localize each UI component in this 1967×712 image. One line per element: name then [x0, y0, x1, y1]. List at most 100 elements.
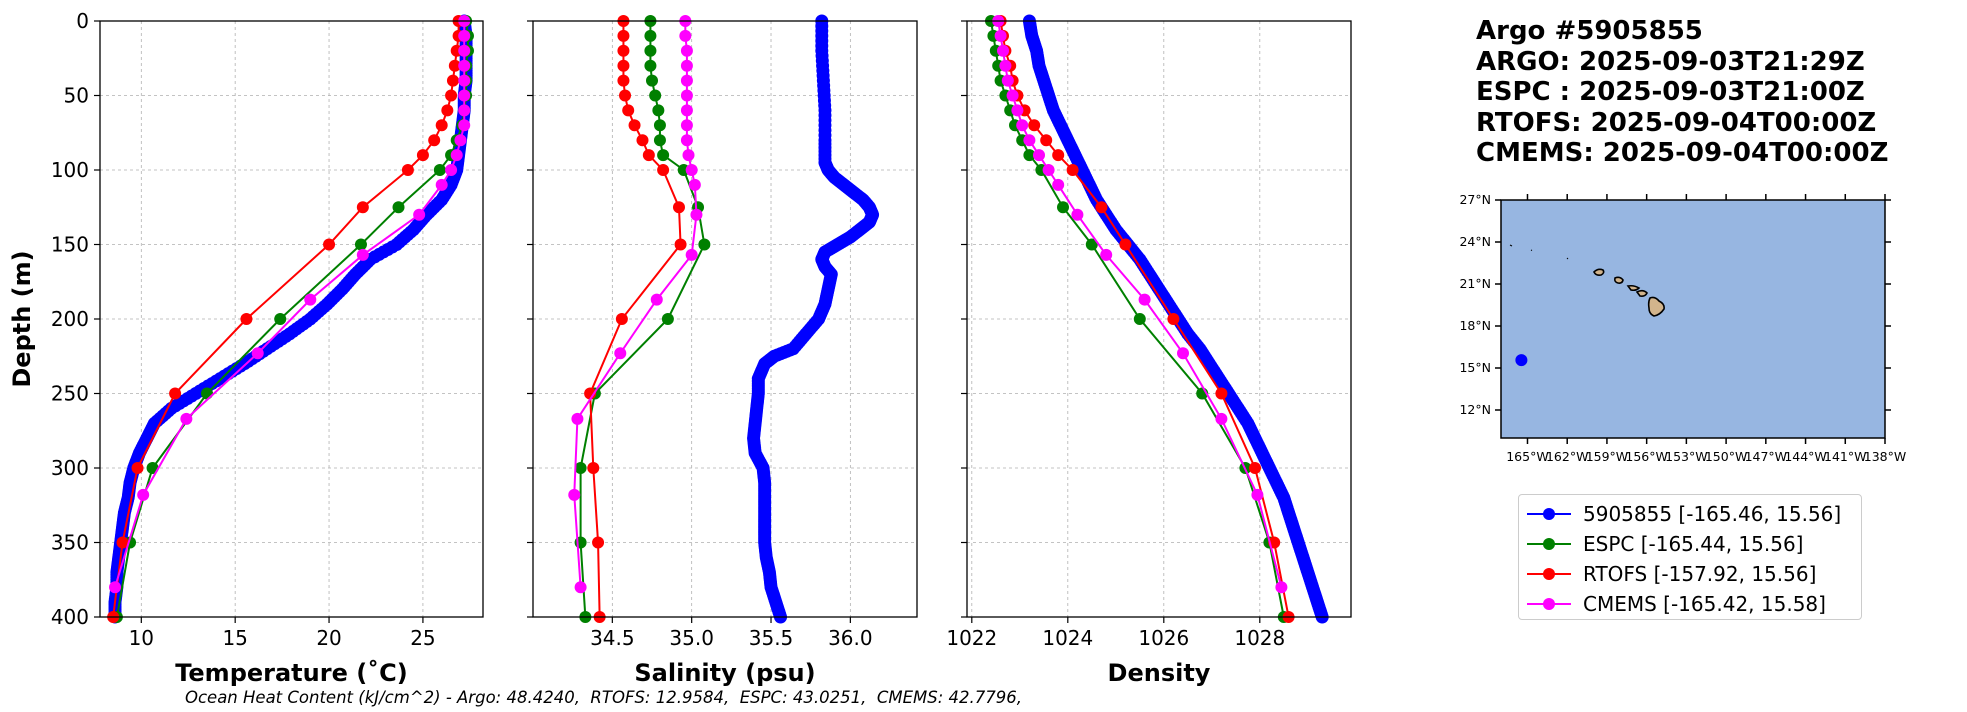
data-point-espc: [649, 89, 662, 102]
data-point-rtofs: [674, 238, 687, 251]
island-necker: [1530, 249, 1533, 251]
data-point-rtofs: [1119, 238, 1132, 251]
data-point-cmems: [458, 119, 471, 132]
data-point-rtofs: [587, 462, 600, 474]
data-point-espc: [433, 164, 446, 176]
map-lon-label: 153°W: [1665, 449, 1707, 464]
data-point-rtofs: [642, 149, 655, 162]
y-tick-label: 50: [64, 84, 89, 108]
data-point-cmems: [680, 119, 693, 132]
data-point-cmems: [454, 134, 467, 147]
data-point-cmems: [690, 208, 703, 221]
data-point-rtofs: [240, 313, 253, 325]
x-tick-label: 35.5: [749, 626, 794, 650]
data-point-rtofs: [441, 104, 454, 117]
legend-label-espc: ESPC [-165.44, 15.56]: [1583, 532, 1804, 556]
data-point-cmems: [1023, 134, 1036, 147]
data-point-espc: [274, 313, 287, 325]
map-lon-label: 141°W: [1824, 449, 1866, 464]
x-tick-label: 35.0: [669, 626, 714, 650]
legend-label-cmems: CMEMS [-165.42, 15.58]: [1583, 592, 1826, 616]
legend-label-rtofs: RTOFS [-157.92, 15.56]: [1583, 562, 1817, 586]
y-tick-label: 200: [51, 307, 89, 331]
data-point-rtofs: [1249, 462, 1261, 474]
data-point-cmems: [458, 59, 471, 72]
legend: 5905855 [-165.46, 15.56] ESPC [-165.44, …: [1518, 494, 1862, 620]
x-tick-label: 1028: [1234, 626, 1285, 650]
data-point-cmems: [458, 74, 471, 87]
data-point-espc: [657, 149, 670, 162]
data-point-cmems: [999, 59, 1012, 72]
legend-label-argo: 5905855 [-165.46, 15.56]: [1583, 502, 1842, 526]
data-point-cmems: [445, 164, 458, 176]
data-point-cmems: [680, 59, 693, 72]
data-point-espc: [644, 59, 657, 72]
data-point-cmems: [1177, 347, 1189, 360]
data-point-cmems: [458, 29, 471, 42]
data-point-rtofs: [448, 59, 461, 72]
data-point-cmems: [680, 74, 693, 87]
data-point-espc: [652, 104, 665, 117]
data-point-cmems: [1071, 208, 1084, 221]
data-point-rtofs: [1066, 164, 1079, 176]
data-point-cmems: [680, 134, 693, 147]
data-point-rtofs: [445, 89, 458, 102]
data-point-espc: [1133, 313, 1146, 325]
data-point-espc: [646, 74, 659, 87]
data-point-rtofs: [1215, 387, 1228, 400]
data-point-cmems: [997, 44, 1009, 57]
y-tick-label: 300: [51, 456, 89, 480]
series-line-cmems: [114, 21, 466, 588]
map-lon-label: 147°W: [1745, 449, 1787, 464]
map-lon-label: 156°W: [1625, 449, 1667, 464]
data-point-espc: [354, 238, 367, 251]
data-point-espc: [644, 44, 657, 57]
y-tick-label: 100: [51, 158, 89, 182]
data-point-rtofs: [1095, 201, 1108, 214]
title-line-rtofs-time: RTOFS: 2025-09-04T00:00Z: [1476, 107, 1877, 138]
data-point-espc: [653, 119, 666, 132]
data-point-cmems: [1006, 89, 1019, 102]
data-point-espc: [392, 201, 405, 214]
data-point-cmems: [1052, 178, 1065, 191]
data-point-cmems: [685, 164, 698, 176]
data-point-espc: [644, 29, 657, 42]
x-tick-label: 15: [222, 626, 247, 650]
data-point-cmems: [1100, 248, 1113, 261]
island-maui: [1635, 289, 1648, 297]
data-point-rtofs: [1167, 313, 1180, 325]
data-point-rtofs: [636, 134, 649, 147]
data-point-cmems: [1251, 488, 1264, 501]
argo-float-marker: [1515, 354, 1528, 367]
data-point-cmems: [356, 248, 369, 261]
map-lat-label: 12°N: [1459, 402, 1491, 417]
data-point-rtofs: [617, 59, 630, 72]
data-point-cmems: [568, 488, 581, 501]
data-point-rtofs: [628, 119, 641, 132]
salinity-xlabel: Salinity (psu): [634, 659, 815, 687]
data-point-rtofs: [116, 536, 129, 549]
x-tick-label: 25: [410, 626, 435, 650]
x-tick-label: 20: [316, 626, 341, 650]
data-point-cmems: [450, 149, 463, 162]
data-point-cmems: [614, 347, 627, 360]
data-point-rtofs: [169, 387, 182, 400]
legend-swatch-espc: [1527, 534, 1571, 554]
data-point-cmems: [680, 104, 693, 117]
x-tick-label: 34.5: [590, 626, 635, 650]
x-tick-label: 1024: [1042, 626, 1093, 650]
density-xlabel: Density: [1108, 659, 1211, 687]
title-line-cmems-time: CMEMS: 2025-09-04T00:00Z: [1476, 138, 1889, 168]
legend-swatch-rtofs: [1527, 564, 1571, 584]
y-tick-label: 400: [51, 605, 89, 629]
data-point-cmems: [682, 149, 695, 162]
data-point-cmems: [571, 412, 584, 425]
data-point-espc: [201, 387, 214, 400]
map-lon-label: 162°W: [1546, 449, 1588, 464]
island-gardner: [1566, 257, 1569, 260]
temperature-xlabel: Temperature (˚C): [175, 659, 408, 687]
data-point-cmems: [680, 89, 693, 102]
data-point-espc: [1057, 201, 1069, 214]
legend-item-cmems: CMEMS [-165.42, 15.58]: [1527, 589, 1853, 619]
depth-ylabel: Depth (m): [8, 250, 36, 387]
